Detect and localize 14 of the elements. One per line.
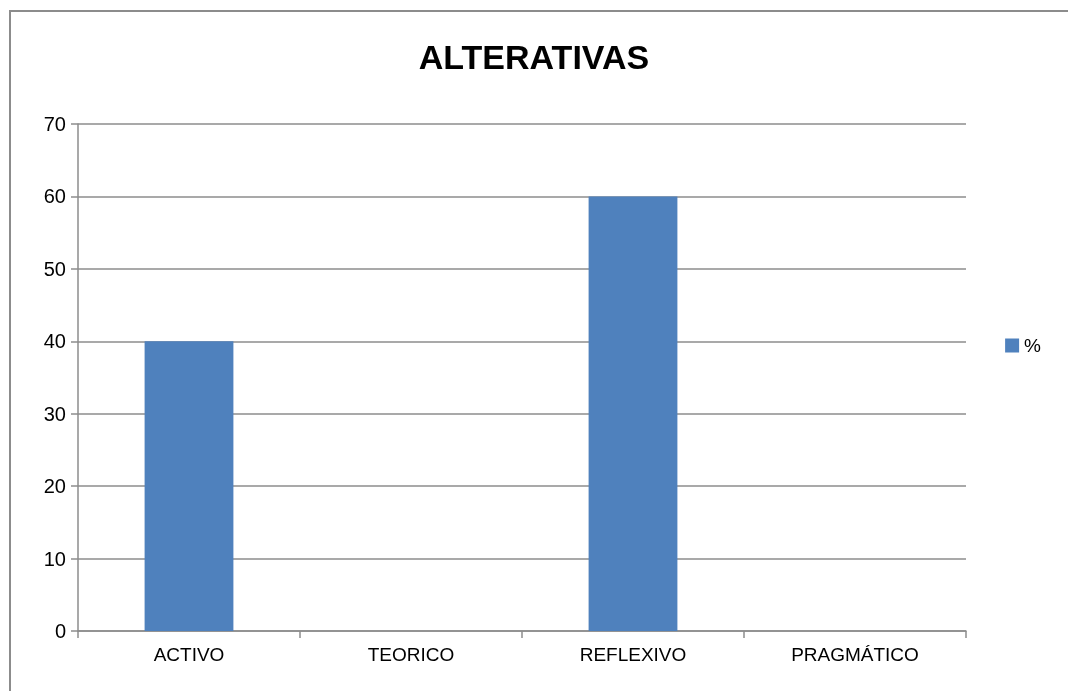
y-tick-label: 50 bbox=[43, 257, 66, 280]
x-tick-label: ACTIVO bbox=[153, 644, 225, 665]
y-tick-label: 40 bbox=[43, 330, 66, 353]
y-tick-label: 10 bbox=[43, 547, 66, 570]
y-tick-label: 60 bbox=[43, 185, 66, 208]
y-tick-label: 30 bbox=[43, 402, 66, 425]
y-tick-label: 20 bbox=[43, 475, 66, 498]
legend-label: % bbox=[1024, 335, 1042, 356]
chart-title: ALTERATIVAS bbox=[418, 38, 650, 76]
x-tick-label: PRAGMÁTICO bbox=[791, 644, 919, 665]
y-tick-label: 70 bbox=[43, 113, 66, 135]
x-tick-label: REFLEXIVO bbox=[579, 644, 687, 665]
x-tick-label: TEORICO bbox=[367, 644, 455, 665]
y-tick-label: 0 bbox=[54, 620, 66, 642]
